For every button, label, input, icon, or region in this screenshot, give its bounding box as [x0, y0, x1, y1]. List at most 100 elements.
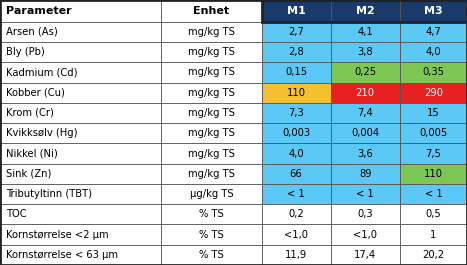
Bar: [161, 184, 262, 204]
Bar: [400, 42, 467, 62]
Bar: [161, 224, 262, 245]
Bar: [400, 184, 467, 204]
Text: Kornstørrelse < 63 µm: Kornstørrelse < 63 µm: [6, 250, 118, 260]
Text: Tributyltinn (TBT): Tributyltinn (TBT): [6, 189, 92, 199]
Bar: [400, 0, 467, 22]
Bar: [400, 245, 467, 265]
Bar: [262, 103, 331, 123]
Text: 3,8: 3,8: [357, 47, 373, 57]
Text: mg/kg TS: mg/kg TS: [188, 47, 235, 57]
Text: 89: 89: [359, 169, 372, 179]
Bar: [262, 204, 331, 224]
Bar: [331, 164, 400, 184]
Text: Kornstørrelse <2 µm: Kornstørrelse <2 µm: [6, 229, 108, 240]
Text: 66: 66: [290, 169, 303, 179]
Text: Nikkel (Ni): Nikkel (Ni): [6, 148, 57, 158]
Text: Krom (Cr): Krom (Cr): [6, 108, 54, 118]
Text: mg/kg TS: mg/kg TS: [188, 169, 235, 179]
Text: 7,3: 7,3: [288, 108, 304, 118]
Bar: [262, 0, 467, 22]
Text: M2: M2: [356, 6, 375, 16]
Bar: [400, 103, 467, 123]
Text: 210: 210: [356, 88, 375, 98]
Bar: [161, 143, 262, 164]
Bar: [161, 103, 262, 123]
Text: 1: 1: [430, 229, 437, 240]
Text: 0,004: 0,004: [351, 128, 379, 138]
Bar: [0, 143, 161, 164]
Bar: [262, 143, 331, 164]
Bar: [400, 164, 467, 184]
Bar: [331, 42, 400, 62]
Text: 11,9: 11,9: [285, 250, 307, 260]
Text: <1,0: <1,0: [353, 229, 377, 240]
Bar: [161, 204, 262, 224]
Bar: [161, 22, 262, 42]
Bar: [0, 82, 161, 103]
Bar: [400, 123, 467, 143]
Bar: [400, 224, 467, 245]
Bar: [0, 164, 161, 184]
Bar: [331, 184, 400, 204]
Text: 7,5: 7,5: [425, 148, 441, 158]
Bar: [0, 22, 161, 42]
Text: 0,3: 0,3: [357, 209, 373, 219]
Bar: [331, 224, 400, 245]
Text: µg/kg TS: µg/kg TS: [190, 189, 233, 199]
Text: < 1: < 1: [287, 189, 305, 199]
Bar: [262, 62, 331, 82]
Text: 110: 110: [424, 169, 443, 179]
Bar: [0, 103, 161, 123]
Bar: [400, 22, 467, 42]
Bar: [0, 0, 161, 22]
Bar: [331, 123, 400, 143]
Text: Arsen (As): Arsen (As): [6, 27, 57, 37]
Text: Enhet: Enhet: [193, 6, 229, 16]
Bar: [161, 42, 262, 62]
Bar: [262, 224, 331, 245]
Text: M3: M3: [424, 6, 443, 16]
Bar: [331, 245, 400, 265]
Text: Kadmium (Cd): Kadmium (Cd): [6, 67, 77, 77]
Text: mg/kg TS: mg/kg TS: [188, 148, 235, 158]
Text: <1,0: <1,0: [284, 229, 308, 240]
Text: 0,2: 0,2: [288, 209, 304, 219]
Text: Kobber (Cu): Kobber (Cu): [6, 88, 64, 98]
Bar: [0, 204, 161, 224]
Text: TOC: TOC: [6, 209, 26, 219]
Bar: [400, 143, 467, 164]
Bar: [262, 82, 331, 103]
Bar: [161, 164, 262, 184]
Bar: [0, 123, 161, 143]
Bar: [262, 42, 331, 62]
Text: Sink (Zn): Sink (Zn): [6, 169, 51, 179]
Bar: [331, 103, 400, 123]
Bar: [161, 82, 262, 103]
Text: < 1: < 1: [356, 189, 374, 199]
Bar: [161, 245, 262, 265]
Text: 7,4: 7,4: [357, 108, 373, 118]
Text: 110: 110: [287, 88, 305, 98]
Text: 0,5: 0,5: [425, 209, 441, 219]
Bar: [331, 62, 400, 82]
Bar: [0, 184, 161, 204]
Bar: [400, 204, 467, 224]
Bar: [262, 184, 331, 204]
Text: 0,003: 0,003: [282, 128, 310, 138]
Text: % TS: % TS: [199, 209, 224, 219]
Bar: [331, 22, 400, 42]
Bar: [331, 143, 400, 164]
Text: 15: 15: [427, 108, 440, 118]
Text: < 1: < 1: [425, 189, 442, 199]
Text: 4,1: 4,1: [357, 27, 373, 37]
Text: mg/kg TS: mg/kg TS: [188, 108, 235, 118]
Bar: [262, 245, 331, 265]
Bar: [400, 82, 467, 103]
Text: 0,15: 0,15: [285, 67, 307, 77]
Bar: [262, 22, 331, 42]
Bar: [331, 82, 400, 103]
Text: Bly (Pb): Bly (Pb): [6, 47, 44, 57]
Text: % TS: % TS: [199, 250, 224, 260]
Text: 0,35: 0,35: [422, 67, 445, 77]
Text: 0,25: 0,25: [354, 67, 376, 77]
